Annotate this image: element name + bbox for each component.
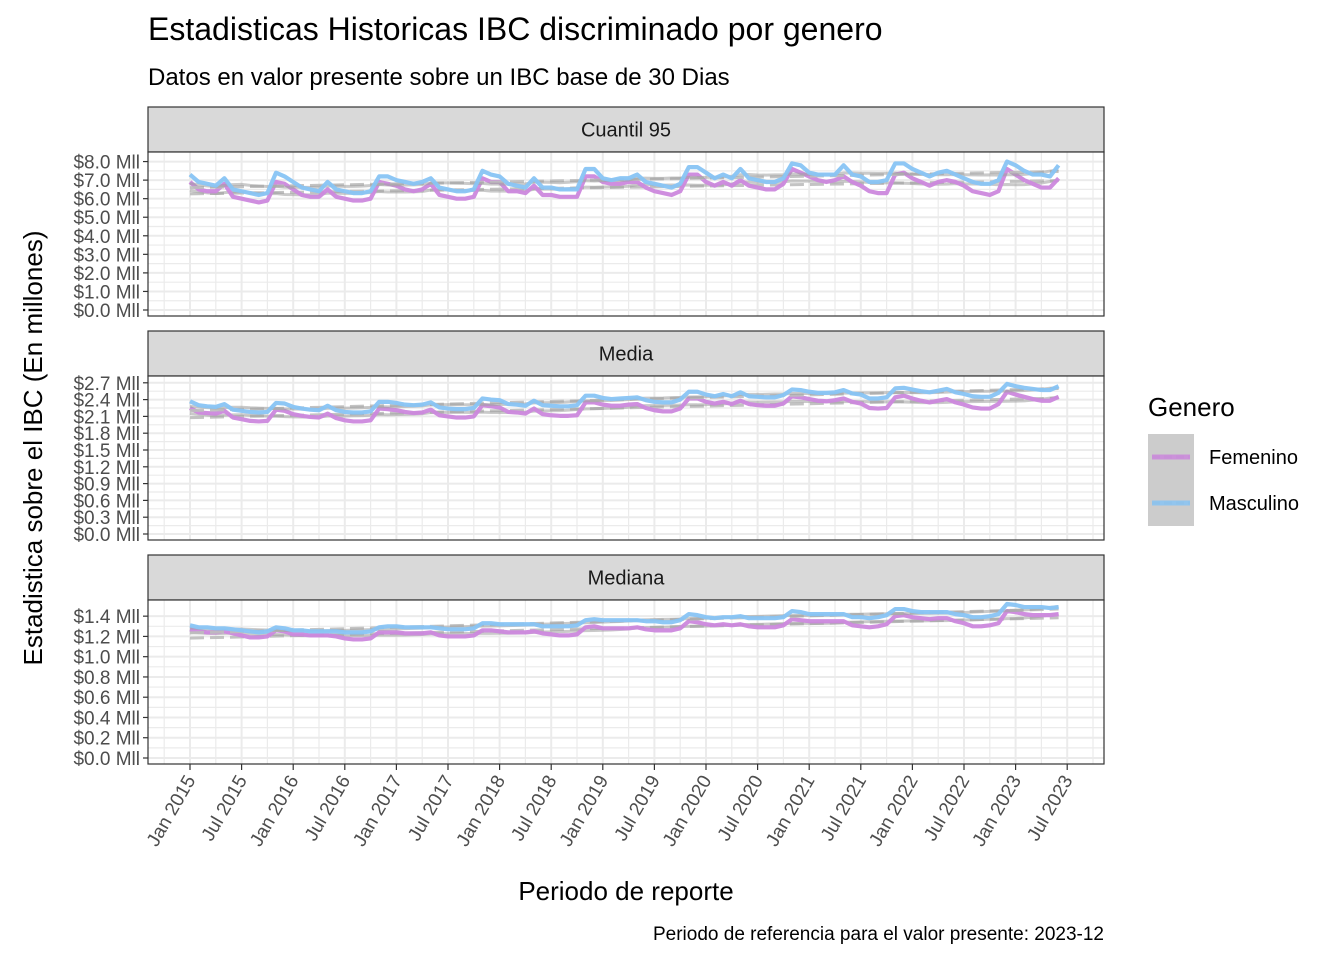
panel-border — [147, 599, 1105, 765]
y-tick-label: $1.5 Mll — [73, 441, 140, 462]
y-tick-label: $0.0 Mll — [73, 525, 140, 546]
y-axis-title: Estadistica sobre el IBC (En millones) — [18, 231, 48, 666]
y-tick-label: $0.6 Mll — [73, 491, 140, 512]
x-axis-title: Periodo de reporte — [518, 876, 733, 906]
x-tick-label: Jan 2015 — [143, 772, 200, 850]
y-tick-label: $1.0 Mll — [73, 648, 140, 669]
x-tick-label: Jan 2018 — [453, 772, 510, 850]
y-tick-label: $0.2 Mll — [73, 729, 140, 750]
series-line-masculino — [189, 381, 1060, 415]
facet-strip — [147, 106, 1105, 153]
facet-panel: Mediana$0.0 Mll$0.2 Mll$0.4 Mll$0.6 Mll$… — [73, 554, 1105, 770]
y-tick-label: $1.0 Mll — [73, 282, 140, 303]
x-tick-label: Jan 2017 — [349, 772, 406, 850]
y-tick-label: $1.8 Mll — [73, 424, 140, 445]
x-tick-label: Jan 2016 — [246, 772, 303, 850]
y-tick-label: $4.0 Mll — [73, 227, 140, 248]
legend: Genero Femenino Masculino — [1148, 392, 1299, 526]
y-tick-label: $0.0 Mll — [73, 301, 140, 322]
y-tick-label: $2.4 Mll — [73, 391, 140, 412]
x-tick-label: Jul 2021 — [817, 772, 871, 845]
x-tick-label: Jan 2023 — [969, 772, 1026, 850]
legend-entry-masculino: Masculino — [1209, 493, 1299, 515]
series-line-femenino — [188, 166, 1061, 205]
series-line-femenino — [189, 608, 1059, 642]
x-tick-label: Jul 2020 — [714, 772, 768, 845]
facet-panel: Cuantil 95 $0.0 Mll$1.0 Mll$2.0 Mll$3.0 M… — [73, 106, 1105, 322]
y-tick-label: $1.2 Mll — [73, 458, 140, 479]
facet-panels: Cuantil 95$0.0 Mll$1.0 Mll$2.0 Mll$3.0 M… — [73, 106, 1105, 770]
x-tick-label: Jan 2020 — [659, 772, 716, 850]
chart-title: Estadisticas Historicas IBC discriminado… — [148, 11, 883, 47]
x-tick-label: Jul 2018 — [507, 772, 561, 845]
series-line-masculino — [189, 601, 1059, 635]
y-tick-label: $1.4 Mll — [73, 607, 140, 628]
y-tick-label: $6.0 Mll — [73, 190, 140, 211]
x-tick-label: Jan 2021 — [762, 772, 819, 850]
y-tick-label: $2.0 Mll — [73, 264, 140, 285]
x-tick-label: Jan 2022 — [865, 772, 922, 850]
y-tick-label: $0.9 Mll — [73, 475, 140, 496]
y-tick-label: $8.0 Mll — [73, 153, 140, 174]
legend-entry-femenino: Femenino — [1209, 447, 1298, 469]
x-tick-label: Jul 2015 — [198, 772, 252, 845]
series-line-masculino — [188, 159, 1061, 198]
y-tick-label: $1.2 Mll — [73, 627, 140, 648]
x-tick-label: Jul 2022 — [920, 772, 974, 845]
x-tick-label: Jul 2023 — [1023, 772, 1077, 845]
y-tick-label: $2.7 Mll — [73, 374, 140, 395]
legend-title: Genero — [1148, 392, 1235, 422]
series-line-femenino — [189, 389, 1060, 424]
facet-strip-label: Mediana — [588, 568, 666, 590]
y-tick-label: $2.1 Mll — [73, 407, 140, 428]
facet-strip — [147, 554, 1105, 601]
y-tick-label: $0.8 Mll — [73, 668, 140, 689]
x-tick-label: Jul 2016 — [301, 772, 355, 845]
x-tick-label: Jul 2017 — [404, 772, 458, 845]
facet-panel: Media$0.0 Mll$0.3 Mll$0.6 Mll$0.9 Mll$1.… — [73, 330, 1105, 546]
panel-border — [147, 375, 1105, 541]
y-tick-label: $5.0 Mll — [73, 208, 140, 229]
y-tick-label: $0.3 Mll — [73, 508, 140, 529]
panel-border — [147, 151, 1105, 317]
y-tick-label: $0.4 Mll — [73, 708, 140, 729]
y-tick-label: $0.6 Mll — [73, 688, 140, 709]
y-tick-label: $7.0 Mll — [73, 171, 140, 192]
y-tick-label: $3.0 Mll — [73, 245, 140, 266]
facet-strip — [147, 330, 1105, 377]
x-tick-label: Jan 2019 — [556, 772, 613, 850]
facet-strip-label: Media — [599, 344, 654, 366]
x-tick-label: Jul 2019 — [611, 772, 665, 845]
y-tick-label: $0.0 Mll — [73, 749, 140, 770]
facet-strip-label: Cuantil 95 — [581, 120, 671, 142]
chart-subtitle: Datos en valor presente sobre un IBC bas… — [148, 64, 730, 91]
chart-caption: Periodo de referencia para el valor pres… — [653, 924, 1104, 945]
